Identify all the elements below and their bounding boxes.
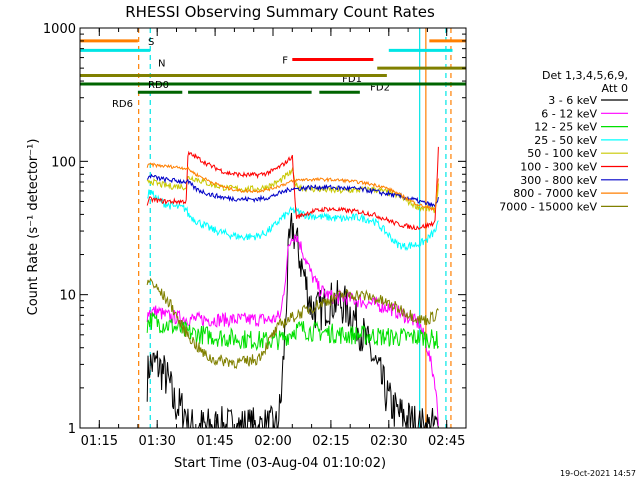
y-tick-label-2: 10 [59,289,76,304]
x-tick-label-3: 01:45 [196,434,233,449]
x-axis-label: Start Time (03-Aug-04 01:10:02) [174,456,386,471]
legend-label-5: 50 - 100 keV [527,147,597,160]
plot-marks: SN F FD1 FD2 RD0 RD6 1 10 100 1000 01:15 01:30 01:45… [43,22,467,449]
flag-label-fd1: FD1 [342,74,362,85]
x-tick-label-4: 02:00 [254,434,291,449]
series-line-4 [147,189,439,252]
flag-label-f: F [282,56,288,67]
legend-label-1: 3 - 6 keV [548,94,597,107]
legend-label-4: 25 - 50 keV [534,134,597,147]
legend-label-7: 300 - 800 keV [520,174,597,187]
flag-label-s: S [148,37,154,48]
series-line-8 [146,162,439,212]
y-tick-label-1: 1 [68,422,76,437]
x-tick-label-2: 01:30 [138,434,175,449]
flag-label-rd0: RD0 [148,80,169,91]
flag-label-n: N [158,58,165,69]
legend-label-2: 6 - 12 keV [541,107,597,120]
flag-label-rd6: RD6 [112,99,133,110]
y-tick-label-3: 100 [51,155,76,170]
series-line-1 [146,212,439,429]
flag-label-fd2: FD2 [370,83,390,94]
x-tick-label-1: 01:15 [81,434,118,449]
series-line-7 [146,173,439,209]
legend-header-line-1: Det 1,3,4,5,6,9, [542,69,628,82]
series-line-6 [146,146,439,231]
legend-label-9: 7000 - 15000 keV [499,200,597,213]
series-line-9 [146,277,439,370]
y-axis-label: Count Rate (s⁻¹ detector⁻¹) [26,139,41,316]
series-line-5 [146,166,439,214]
x-tick-label-7: 02:45 [428,434,465,449]
legend-label-6: 100 - 300 keV [520,161,597,174]
x-tick-label-6: 02:30 [370,434,407,449]
legend-label-8: 800 - 7000 keV [513,187,597,200]
x-tick-label-5: 02:15 [312,434,349,449]
footer-date: 19-Oct-2021 14:57 [560,469,636,478]
chart-title: RHESSI Observing Summary Count Rates [125,3,435,21]
y-tick-label-4: 1000 [43,22,76,37]
legend-header-line-2: Att 0 [602,82,628,95]
legend-label-3: 12 - 25 keV [534,121,597,134]
series-line-3 [146,312,439,352]
